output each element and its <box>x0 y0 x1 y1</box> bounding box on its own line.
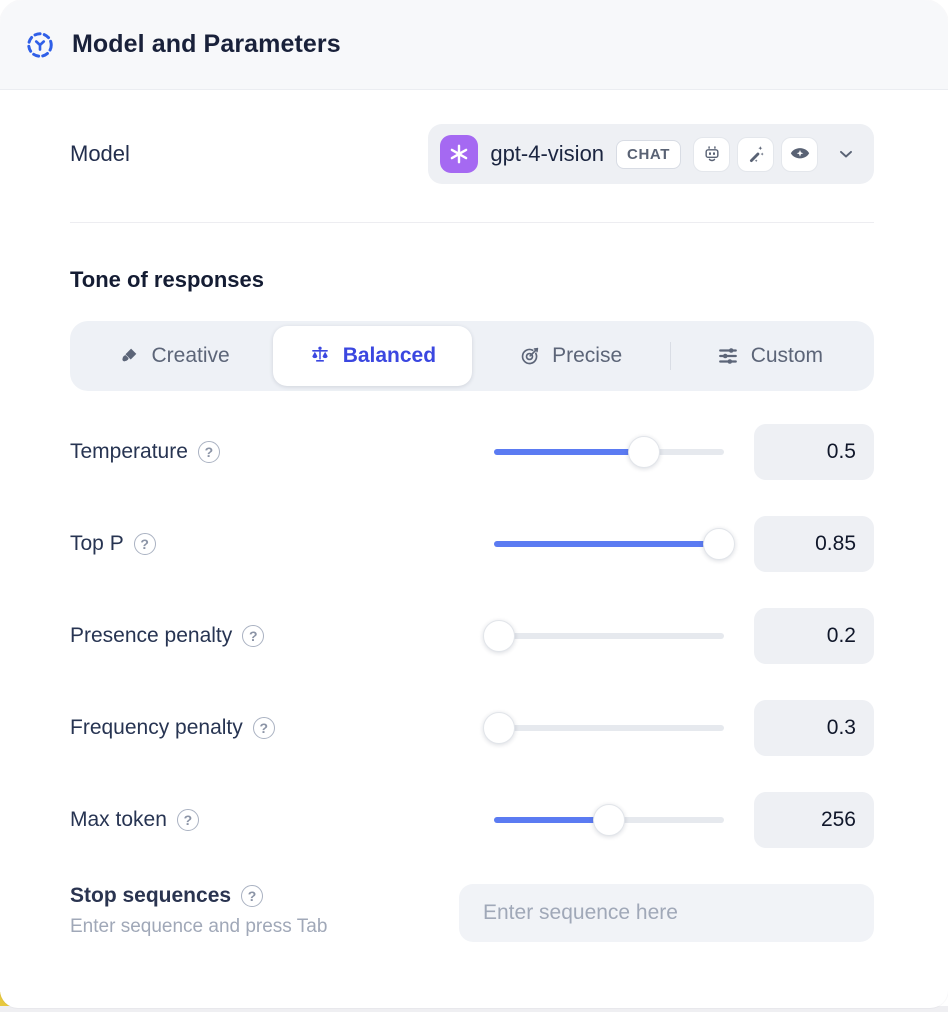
magic-wand-icon <box>737 136 774 172</box>
top-p-slider[interactable] <box>494 528 736 560</box>
tab-label: Precise <box>552 344 623 367</box>
tab-precise[interactable]: Precise <box>472 326 670 386</box>
slider-fill <box>494 449 644 455</box>
frequency-penalty-slider[interactable] <box>482 712 724 744</box>
paintbrush-icon <box>119 346 140 367</box>
slider-thumb[interactable] <box>627 436 660 468</box>
help-icon[interactable]: ? <box>252 717 275 739</box>
model-label: Model <box>70 141 130 166</box>
model-select-dropdown[interactable]: gpt-4-vision CHAT <box>428 124 874 184</box>
vision-eye-icon <box>781 136 818 172</box>
robot-icon <box>693 136 730 172</box>
slider-thumb[interactable] <box>482 620 515 652</box>
param-row-top-p: Top P ? 0.85 <box>70 516 874 572</box>
param-row-presence-penalty: Presence penalty ? 0.2 <box>70 608 874 664</box>
model-capability-chips <box>693 136 818 172</box>
presence-penalty-value[interactable]: 0.2 <box>754 608 874 664</box>
chevron-down-icon <box>836 144 856 164</box>
segment-divider <box>669 342 671 370</box>
presence-penalty-slider[interactable] <box>482 620 724 652</box>
slider-track <box>494 633 724 639</box>
tab-label: Balanced <box>342 344 437 367</box>
stop-sequences-row: Stop sequences ? Enter sequence and pres… <box>70 884 874 942</box>
model-scope-icon <box>24 29 56 61</box>
param-label: Presence penalty <box>70 624 233 647</box>
top-p-value[interactable]: 0.85 <box>754 516 874 572</box>
tab-label: Creative <box>151 344 230 367</box>
parameters-list: Temperature ? 0.5 Top P ? <box>70 424 874 848</box>
stop-sequences-hint: Enter sequence and press Tab <box>70 916 328 937</box>
slider-track <box>494 725 724 731</box>
model-type-badge: CHAT <box>616 139 681 169</box>
max-token-slider[interactable] <box>494 804 724 836</box>
target-icon <box>519 346 540 367</box>
slider-thumb[interactable] <box>593 804 625 836</box>
slider-fill <box>494 817 609 823</box>
param-label: Frequency penalty <box>70 716 243 739</box>
help-icon[interactable]: ? <box>197 441 220 463</box>
sliders-icon <box>717 345 739 367</box>
tone-heading: Tone of responses <box>70 267 264 292</box>
help-icon[interactable]: ? <box>241 885 264 907</box>
param-label: Top P <box>70 532 124 555</box>
temperature-value[interactable]: 0.5 <box>754 424 874 480</box>
background-strip <box>0 1006 948 1012</box>
openai-logo <box>440 135 479 173</box>
slider-thumb[interactable] <box>482 712 515 744</box>
frequency-penalty-value[interactable]: 0.3 <box>754 700 874 756</box>
param-label: Temperature <box>70 440 188 463</box>
tab-label: Custom <box>750 344 824 367</box>
max-token-value[interactable]: 256 <box>754 792 874 848</box>
slider-thumb[interactable] <box>703 528 736 560</box>
model-row: Model gpt-4-vi <box>70 124 874 184</box>
param-label: Max token <box>70 808 167 831</box>
tab-custom[interactable]: Custom <box>671 326 869 386</box>
help-icon[interactable]: ? <box>242 625 265 647</box>
help-icon[interactable]: ? <box>133 533 156 555</box>
stop-sequences-label: Stop sequences <box>70 884 232 907</box>
param-row-max-token: Max token ? 256 <box>70 792 874 848</box>
param-row-temperature: Temperature ? 0.5 <box>70 424 874 480</box>
selected-model-name: gpt-4-vision <box>490 141 605 166</box>
balance-scale-icon <box>309 345 331 367</box>
temperature-slider[interactable] <box>494 436 724 468</box>
panel-title: Model and Parameters <box>72 30 341 58</box>
panel-header: Model and Parameters <box>0 0 948 90</box>
param-row-frequency-penalty: Frequency penalty ? 0.3 <box>70 700 874 756</box>
section-divider <box>70 222 874 223</box>
help-icon[interactable]: ? <box>176 809 199 831</box>
tab-balanced[interactable]: Balanced <box>273 326 472 386</box>
stop-sequence-input[interactable] <box>459 884 874 942</box>
slider-fill <box>494 541 720 547</box>
tone-segmented-control: Creative Balanced <box>70 321 874 391</box>
tab-creative[interactable]: Creative <box>75 326 273 386</box>
